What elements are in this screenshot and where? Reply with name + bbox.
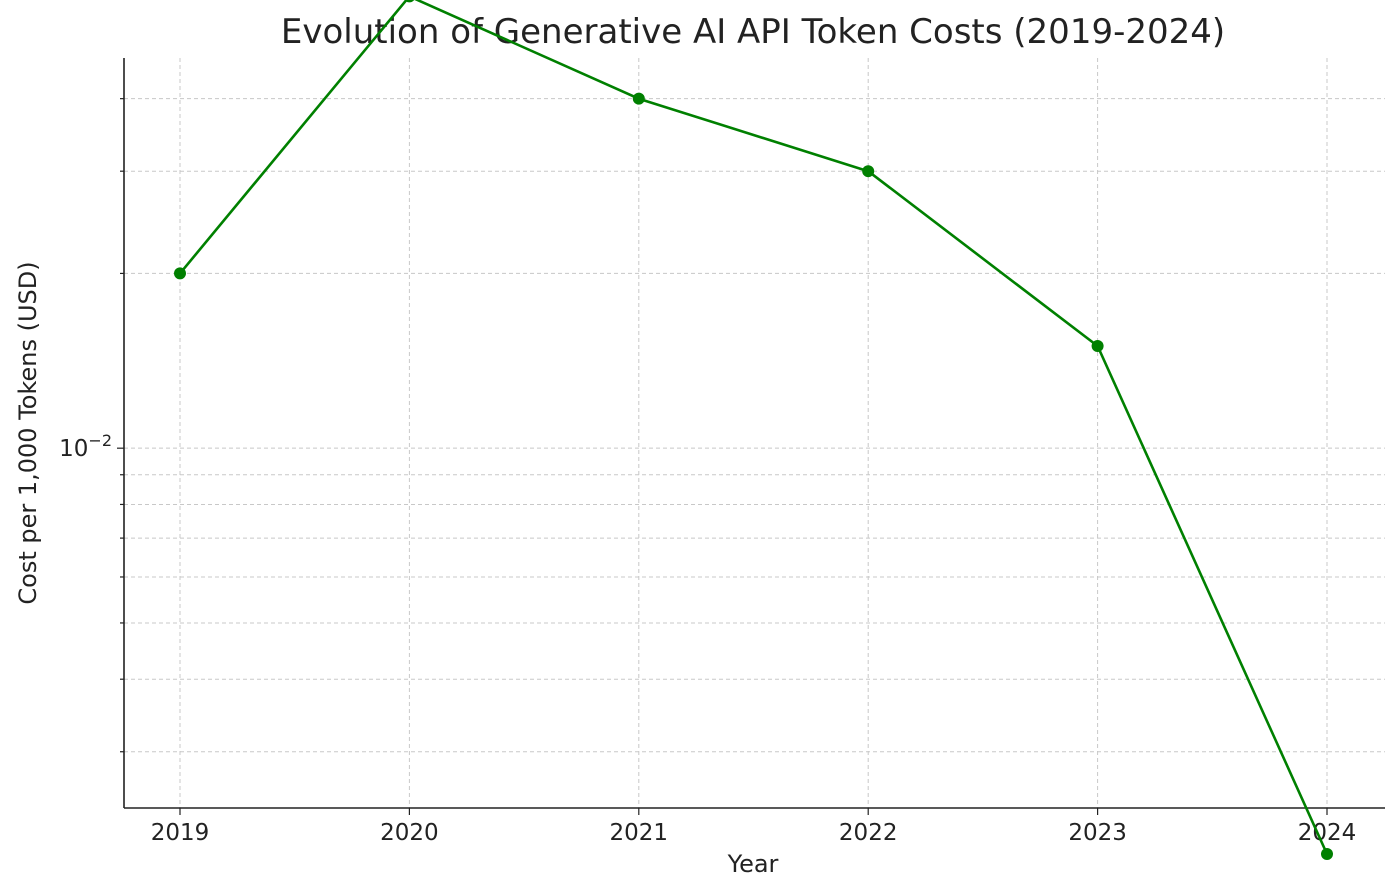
data-point — [632, 92, 645, 105]
grid-layer — [124, 58, 1385, 808]
data-point — [862, 165, 875, 178]
x-tick-label: 2021 — [610, 820, 669, 846]
data-point — [174, 267, 186, 280]
x-tick-label: 2023 — [1068, 820, 1127, 846]
x-tick-label: 2024 — [1298, 820, 1357, 846]
axes-spines — [123, 58, 1385, 809]
y-axis-label: Cost per 1,000 Tokens (USD) — [14, 261, 42, 604]
y-tick-label: 10−2 — [59, 431, 112, 462]
data-point — [404, 0, 415, 3]
chart-title: Evolution of Generative AI API Token Cos… — [281, 12, 1225, 52]
data-point — [1091, 339, 1104, 352]
x-tick-label: 2020 — [380, 820, 439, 846]
data-point — [1321, 847, 1333, 860]
x-tick-label: 2019 — [151, 820, 210, 846]
series-line — [178, 0, 1329, 855]
tick-layer: 10−2 2019 2020 2021 2022 2023 2024 — [59, 98, 1357, 846]
x-axis-label: Year — [727, 850, 779, 878]
x-tick-label: 2022 — [839, 820, 898, 846]
series-layer — [174, 0, 1333, 860]
